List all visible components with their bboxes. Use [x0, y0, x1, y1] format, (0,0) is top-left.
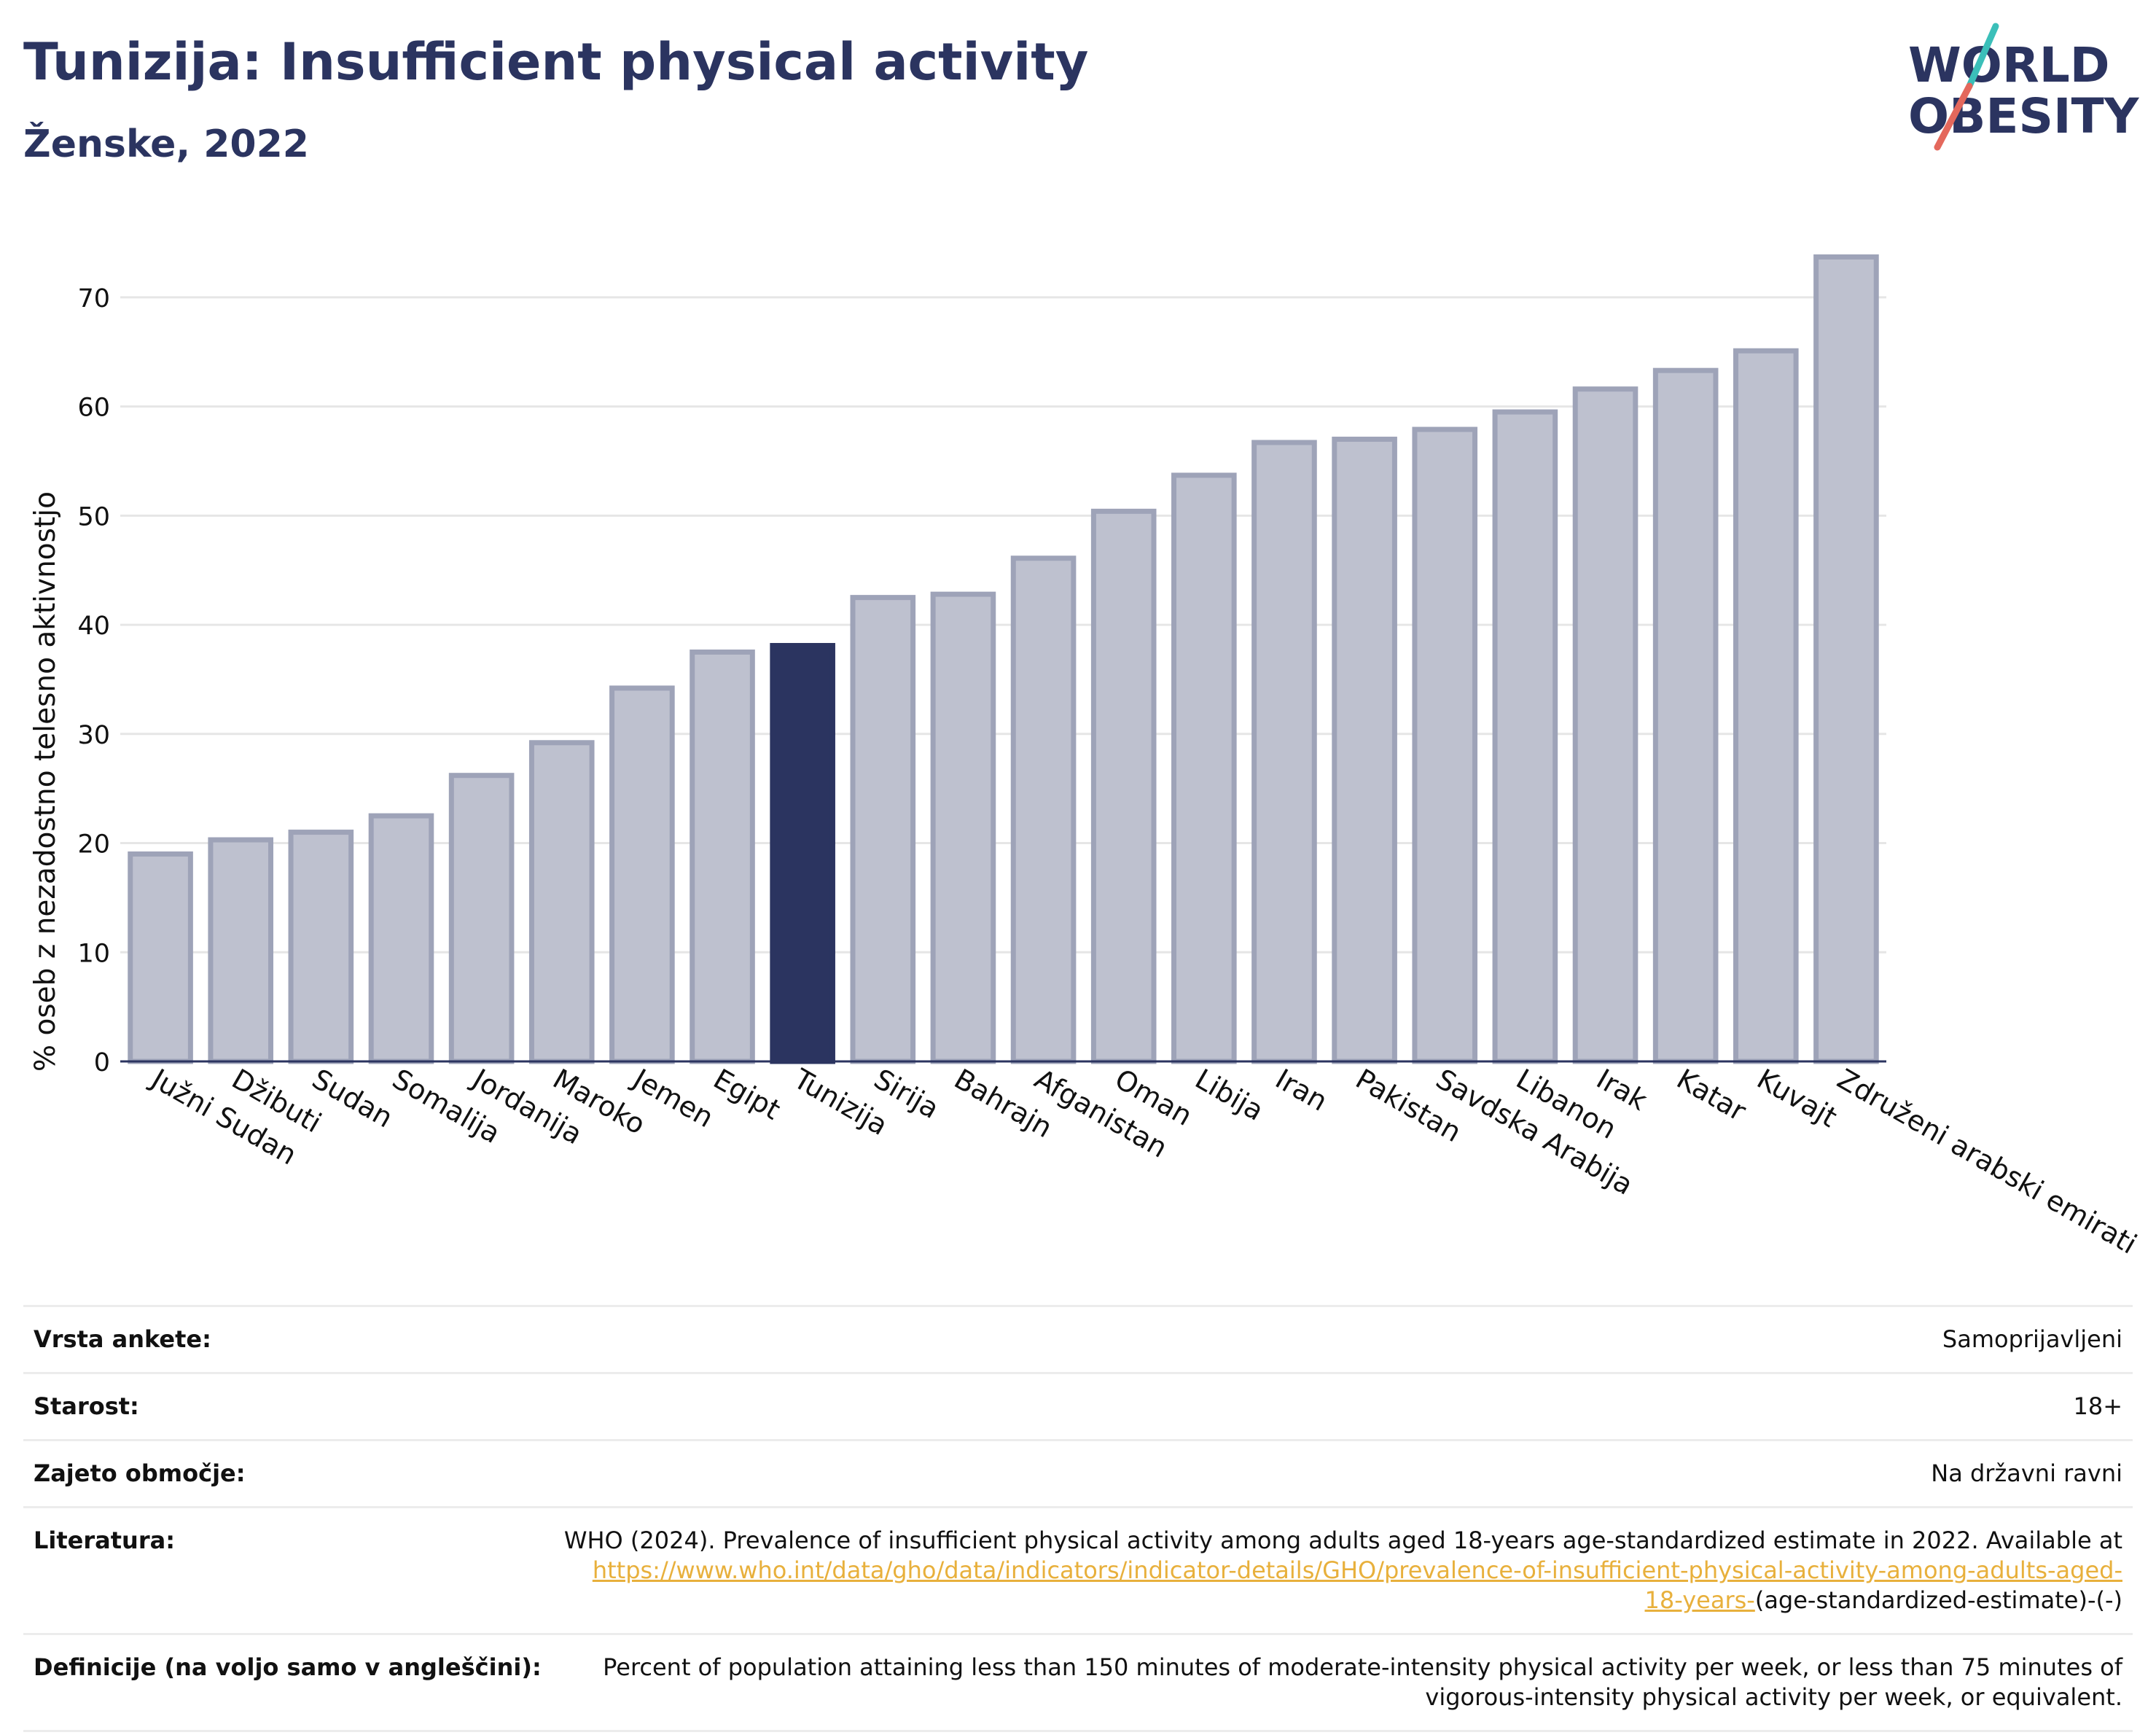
- reference-tail: (age-standardized-estimate)-(-): [1754, 1586, 2122, 1614]
- survey-type-value: Samoprijavljeni: [551, 1305, 2133, 1373]
- x-tick-label: Katar: [1671, 1063, 1751, 1128]
- page-title: Tunizija: Insufficient physical activity: [23, 32, 1089, 92]
- metadata-table: Vrsta ankete: Samoprijavljeni Starost: 1…: [23, 1305, 2133, 1732]
- bar-džibuti: [208, 837, 274, 1064]
- logo-line-1: WORLD: [1908, 37, 2110, 93]
- bar-pakistan: [1332, 437, 1397, 1064]
- x-tick-label: Združeni arabski emirati: [1832, 1063, 2142, 1260]
- y-tick-label: 40: [77, 612, 110, 641]
- coverage-label: Zajeto območje:: [23, 1439, 552, 1508]
- y-tick-label: 20: [77, 830, 110, 859]
- x-tick-label: Libija: [1190, 1063, 1269, 1127]
- bar-iran: [1251, 440, 1317, 1064]
- page-subtitle: Ženske, 2022: [23, 122, 309, 166]
- y-tick-label: 60: [77, 394, 110, 423]
- reference-link[interactable]: https://www.who.int/data/gho/data/indica…: [592, 1556, 2122, 1614]
- bar-oman: [1090, 508, 1157, 1064]
- definition-value: Percent of population attaining less tha…: [551, 1633, 2133, 1732]
- bar-jordanija: [448, 773, 515, 1064]
- definition-label: Definicije (na voljo samo v angleščini):: [23, 1633, 552, 1732]
- x-tick-label: Iran: [1270, 1063, 1332, 1118]
- y-tick-label: 30: [77, 721, 110, 750]
- y-tick-label: 10: [77, 939, 110, 968]
- bar-katar: [1652, 367, 1719, 1064]
- bar-sudan: [288, 830, 354, 1064]
- reference-label: Literatura:: [23, 1506, 552, 1634]
- logo-slash-teal: [1966, 23, 1999, 90]
- meta-row-definition: Definicije (na voljo samo v angleščini):…: [23, 1633, 2133, 1732]
- y-tick-label: 50: [77, 502, 110, 531]
- meta-row-reference: Literatura: WHO (2024). Prevalence of in…: [23, 1506, 2133, 1634]
- bar-libanon: [1492, 409, 1558, 1064]
- bar-bahrajn: [930, 591, 996, 1064]
- survey-type-label: Vrsta ankete:: [23, 1305, 552, 1373]
- reference-text: WHO (2024). Prevalence of insufficient p…: [563, 1527, 2122, 1554]
- age-value: 18+: [551, 1372, 2133, 1440]
- coverage-value: Na državni ravni: [551, 1439, 2133, 1508]
- bar-tunizija: [770, 643, 835, 1064]
- bar-egipt: [690, 650, 755, 1064]
- reference-value: WHO (2024). Prevalence of insufficient p…: [551, 1506, 2133, 1634]
- bar-sirija: [850, 595, 916, 1064]
- meta-row-age: Starost: 18+: [23, 1372, 2133, 1440]
- bar-somalija: [368, 813, 434, 1064]
- bar-savdska-arabija: [1412, 426, 1478, 1064]
- bar-irak: [1572, 386, 1639, 1064]
- bar-združeni-arabski-emirati: [1813, 254, 1879, 1064]
- bar-libija: [1171, 472, 1237, 1064]
- bar-maroko: [528, 740, 595, 1064]
- x-tick-label: Egipt: [708, 1063, 786, 1126]
- age-label: Starost:: [23, 1372, 552, 1440]
- x-tick-label: Sudan: [307, 1063, 399, 1134]
- y-axis-label: % oseb z nezadostno telesno aktivnostjo: [29, 491, 62, 1072]
- bar-jemen: [609, 685, 675, 1064]
- logo-slash-red: [1934, 82, 1973, 151]
- bars: [128, 254, 1879, 1064]
- meta-row-survey: Vrsta ankete: Samoprijavljeni: [23, 1305, 2133, 1373]
- bar-afganistan: [1010, 555, 1077, 1064]
- x-tick-label: Kuvajt: [1751, 1063, 1842, 1134]
- y-tick-label: 0: [94, 1048, 110, 1077]
- bar-južni-sudan: [128, 851, 193, 1064]
- y-tick-label: 70: [77, 284, 110, 313]
- bar-kuvajt: [1733, 348, 1799, 1064]
- world-obesity-logo: WORLD OBESITY: [1908, 23, 2140, 151]
- meta-row-coverage: Zajeto območje: Na državni ravni: [23, 1439, 2133, 1508]
